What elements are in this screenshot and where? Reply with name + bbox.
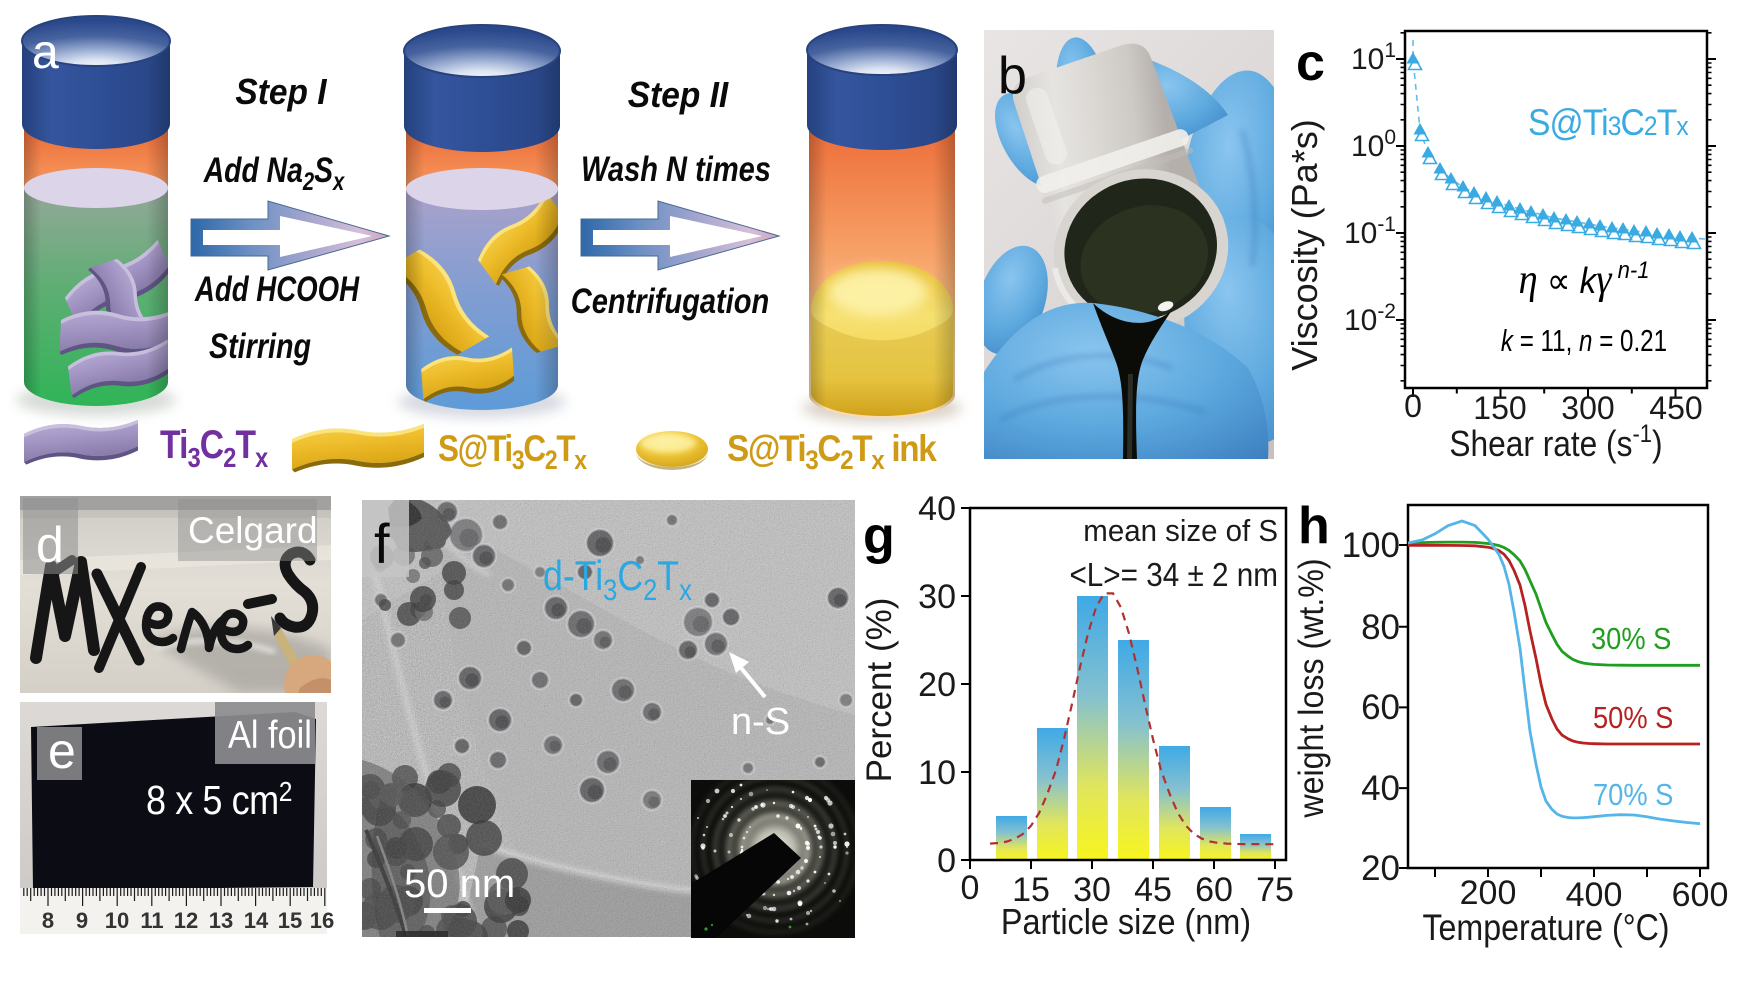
svg-text:10-2: 10-2 <box>1344 300 1396 337</box>
svg-text:e: e <box>48 723 76 779</box>
svg-text:450: 450 <box>1649 390 1702 426</box>
svg-text:600: 600 <box>1672 876 1729 914</box>
svg-text:50 nm: 50 nm <box>404 862 515 906</box>
svg-text:Add HCOOH: Add HCOOH <box>194 269 360 309</box>
svg-text:50% S: 50% S <box>1593 701 1673 735</box>
svg-text:a: a <box>32 26 59 79</box>
svg-text:mean size of S: mean size of S <box>1083 514 1278 548</box>
svg-text:Wash N times: Wash N times <box>581 149 771 188</box>
svg-text:15: 15 <box>278 908 302 933</box>
svg-text:Percent (%): Percent (%) <box>860 598 899 783</box>
svg-text:0: 0 <box>1404 388 1422 424</box>
svg-text:Add Na2Sx: Add Na2Sx <box>203 150 346 195</box>
svg-text:weight loss (wt.%): weight loss (wt.%) <box>1293 558 1332 818</box>
svg-text:S@Ti3C2Tx ink: S@Ti3C2Tx ink <box>727 428 937 475</box>
svg-text:70% S: 70% S <box>1593 778 1673 812</box>
svg-text:10-1: 10-1 <box>1344 213 1396 250</box>
svg-text:14: 14 <box>244 908 269 933</box>
svg-text:100: 100 <box>1342 526 1400 565</box>
svg-text:300: 300 <box>1561 390 1614 426</box>
svg-text:Particle size (nm): Particle size (nm) <box>1001 902 1251 942</box>
svg-text:11: 11 <box>140 908 163 933</box>
svg-text:f: f <box>374 512 390 575</box>
svg-text:Celgard: Celgard <box>188 510 318 551</box>
svg-text:200: 200 <box>1460 874 1517 912</box>
svg-text:15: 15 <box>1012 871 1050 909</box>
svg-text:40: 40 <box>918 490 956 528</box>
svg-text:Step I: Step I <box>235 73 327 112</box>
svg-text:60: 60 <box>1195 871 1233 909</box>
svg-text:10: 10 <box>105 908 129 933</box>
svg-text:n-S: n-S <box>731 701 790 743</box>
svg-text:16: 16 <box>310 908 334 933</box>
svg-text:Ti3C2Tx: Ti3C2Tx <box>160 422 269 473</box>
svg-text:Step II: Step II <box>628 76 730 115</box>
svg-text:η ∝ kγ n-1: η ∝ kγ n-1 <box>1518 256 1649 303</box>
svg-text:Al foil: Al foil <box>228 713 312 757</box>
svg-text:S@Ti3C2Tx: S@Ti3C2Tx <box>438 429 587 476</box>
svg-text:101: 101 <box>1351 39 1396 76</box>
svg-text:8 x 5 cm2: 8 x 5 cm2 <box>146 776 292 824</box>
svg-text:20: 20 <box>918 666 956 704</box>
svg-text:0: 0 <box>961 869 980 907</box>
svg-text:30: 30 <box>1073 871 1111 909</box>
svg-text:100: 100 <box>1351 126 1396 163</box>
svg-text:13: 13 <box>209 908 233 933</box>
svg-text:h: h <box>1298 497 1330 555</box>
svg-text:0: 0 <box>937 842 956 880</box>
svg-text:75: 75 <box>1256 871 1294 909</box>
svg-text:b: b <box>998 47 1027 105</box>
svg-text:9: 9 <box>76 908 88 933</box>
svg-text:c: c <box>1296 34 1325 92</box>
svg-text:60: 60 <box>1361 688 1400 727</box>
svg-text:Shear rate (s-1): Shear rate (s-1) <box>1449 420 1662 465</box>
svg-text:400: 400 <box>1566 876 1623 914</box>
svg-text:30: 30 <box>918 578 956 616</box>
svg-text:g: g <box>863 507 895 565</box>
svg-text:12: 12 <box>174 908 198 933</box>
svg-text:Stirring: Stirring <box>209 326 311 365</box>
svg-text:40: 40 <box>1361 769 1400 808</box>
svg-text:Centrifugation: Centrifugation <box>571 281 769 320</box>
svg-text:k = 11, n = 0.21: k = 11, n = 0.21 <box>1501 323 1667 358</box>
svg-text:45: 45 <box>1134 871 1172 909</box>
svg-text:80: 80 <box>1361 608 1400 647</box>
svg-text:150: 150 <box>1473 390 1526 426</box>
svg-text:20: 20 <box>1361 849 1400 888</box>
svg-text:30% S: 30% S <box>1591 622 1671 656</box>
svg-text:d: d <box>36 517 64 573</box>
svg-text:<L>= 34 ± 2 nm: <L>= 34 ± 2 nm <box>1069 557 1278 594</box>
svg-text:Temperature (°C): Temperature (°C) <box>1422 908 1669 949</box>
svg-text:10: 10 <box>918 754 956 792</box>
svg-text:8: 8 <box>42 908 54 933</box>
svg-text:Viscosity (Pa*s): Viscosity (Pa*s) <box>1284 119 1325 370</box>
svg-text:S@Ti3C2Tx: S@Ti3C2Tx <box>1528 103 1689 144</box>
svg-text:d-Ti3C2Tx: d-Ti3C2Tx <box>543 553 692 606</box>
